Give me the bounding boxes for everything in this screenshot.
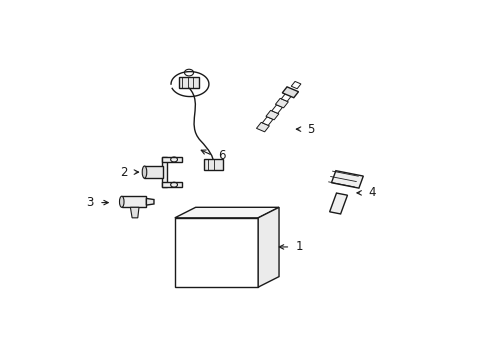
Text: 3: 3 <box>86 196 93 209</box>
Ellipse shape <box>142 166 146 178</box>
Polygon shape <box>258 207 279 287</box>
Text: 6: 6 <box>218 149 225 162</box>
Ellipse shape <box>119 196 124 207</box>
Polygon shape <box>161 157 167 187</box>
Polygon shape <box>256 122 269 132</box>
Polygon shape <box>291 81 300 89</box>
Text: 1: 1 <box>296 240 303 253</box>
Polygon shape <box>331 171 363 188</box>
Polygon shape <box>329 193 347 214</box>
Polygon shape <box>161 157 182 162</box>
Text: 5: 5 <box>307 123 314 136</box>
Polygon shape <box>130 207 139 218</box>
Polygon shape <box>275 98 288 108</box>
Polygon shape <box>204 158 223 170</box>
Polygon shape <box>146 198 154 205</box>
Polygon shape <box>262 117 272 125</box>
Polygon shape <box>281 93 291 101</box>
Polygon shape <box>178 77 199 88</box>
Text: 2: 2 <box>120 166 127 179</box>
Polygon shape <box>265 111 278 120</box>
Polygon shape <box>122 196 146 207</box>
Polygon shape <box>161 183 182 187</box>
Polygon shape <box>144 166 163 178</box>
Polygon shape <box>175 218 258 287</box>
Polygon shape <box>271 105 282 113</box>
Polygon shape <box>175 207 279 218</box>
Text: 4: 4 <box>367 186 375 199</box>
Polygon shape <box>282 87 298 98</box>
